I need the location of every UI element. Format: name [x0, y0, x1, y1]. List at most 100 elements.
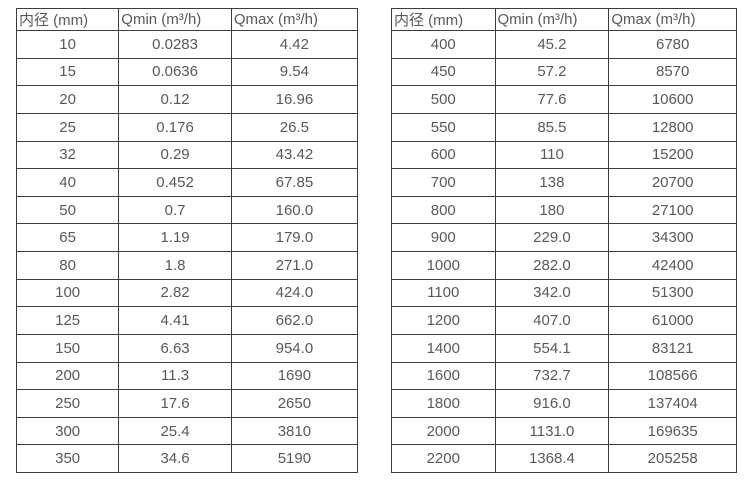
table-cell: 1400 — [391, 333, 496, 363]
table-cell: 6.63 — [118, 333, 232, 363]
header-row: 内径 (mm) Qmin (m³/h) Qmax (m³/h) — [391, 8, 737, 31]
table-cell: 110 — [494, 140, 610, 170]
table-body: 10 0.0283 4.42 15 0.0636 9.54 20 0.12 16.96 25 0.1… — [15, 30, 359, 473]
flow-table-large-diameters: 内径 (mm) Qmin (m³/h) Qmax (m³/h) 400 45.2 6… — [391, 8, 737, 473]
table-cell: 342.0 — [494, 278, 610, 308]
table-cell: 16.96 — [230, 85, 359, 114]
table-cell: 57.2 — [494, 57, 610, 87]
table-cell: 450 — [391, 57, 496, 87]
table-cell: 205258 — [608, 444, 737, 473]
table-cell: 15 — [15, 57, 120, 87]
table-cell: 916.0 — [494, 389, 610, 418]
header-inner-diameter: 内径 (mm) — [15, 8, 120, 31]
table-cell: 271.0 — [230, 251, 359, 280]
table-row: 350 34.6 5190 — [15, 444, 359, 473]
header-inner-diameter: 内径 (mm) — [391, 8, 496, 31]
table-cell: 45.2 — [494, 30, 610, 59]
table-cell: 32 — [15, 140, 120, 170]
table-cell: 150 — [15, 333, 120, 363]
header-qmin: Qmin (m³/h) — [494, 8, 610, 31]
table-cell: 1690 — [230, 361, 359, 391]
table-cell: 34.6 — [118, 444, 232, 473]
table-cell: 200 — [15, 361, 120, 391]
table-row: 20 0.12 16.96 — [15, 85, 359, 114]
table-row: 150 6.63 954.0 — [15, 333, 359, 363]
table-cell: 6780 — [608, 30, 737, 59]
table-cell: 51300 — [608, 278, 737, 308]
table-cell: 179.0 — [230, 223, 359, 252]
table-row: 32 0.29 43.42 — [15, 140, 359, 170]
table-cell: 1100 — [391, 278, 496, 308]
table-row: 1100 342.0 51300 — [391, 278, 737, 308]
table-row: 100 2.82 424.0 — [15, 278, 359, 308]
table-cell: 61000 — [608, 306, 737, 335]
table-cell: 50 — [15, 195, 120, 225]
table-cell: 169635 — [608, 416, 737, 446]
header-row: 内径 (mm) Qmin (m³/h) Qmax (m³/h) — [15, 8, 359, 31]
header-qmax: Qmax (m³/h) — [608, 8, 737, 31]
table-cell: 0.12 — [118, 85, 232, 114]
table-cell: 5190 — [230, 444, 359, 473]
table-cell: 732.7 — [494, 361, 610, 391]
table-cell: 954.0 — [230, 333, 359, 363]
table-row: 800 180 27100 — [391, 195, 737, 225]
table-cell: 0.29 — [118, 140, 232, 170]
table-cell: 3810 — [230, 416, 359, 446]
table-row: 50 0.7 160.0 — [15, 195, 359, 225]
table-cell: 250 — [15, 389, 120, 418]
table-row: 250 17.6 2650 — [15, 389, 359, 418]
table-row: 10 0.0283 4.42 — [15, 30, 359, 59]
table-cell: 34300 — [608, 223, 737, 252]
table-cell: 43.42 — [230, 140, 359, 170]
table-cell: 229.0 — [494, 223, 610, 252]
table-cell: 424.0 — [230, 278, 359, 308]
table-cell: 1.8 — [118, 251, 232, 280]
table-cell: 137404 — [608, 389, 737, 418]
table-row: 1400 554.1 83121 — [391, 333, 737, 363]
table-cell: 700 — [391, 168, 496, 197]
table-row: 2200 1368.4 205258 — [391, 444, 737, 473]
table-cell: 662.0 — [230, 306, 359, 335]
table-cell: 9.54 — [230, 57, 359, 87]
table-row: 25 0.176 26.5 — [15, 112, 359, 142]
table-cell: 108566 — [608, 361, 737, 391]
table-cell: 12800 — [608, 112, 737, 142]
header-qmax: Qmax (m³/h) — [230, 8, 359, 31]
table-cell: 800 — [391, 195, 496, 225]
table-cell: 554.1 — [494, 333, 610, 363]
table-cell: 180 — [494, 195, 610, 225]
table-cell: 2.82 — [118, 278, 232, 308]
table-cell: 80 — [15, 251, 120, 280]
table-row: 40 0.452 67.85 — [15, 168, 359, 197]
table-cell: 1000 — [391, 251, 496, 280]
table-cell: 27100 — [608, 195, 737, 225]
table-cell: 15200 — [608, 140, 737, 170]
table-row: 80 1.8 271.0 — [15, 251, 359, 280]
table-row: 65 1.19 179.0 — [15, 223, 359, 252]
table-row: 2000 1131.0 169635 — [391, 416, 737, 446]
table-cell: 1131.0 — [494, 416, 610, 446]
table-cell: 20 — [15, 85, 120, 114]
table-cell: 17.6 — [118, 389, 232, 418]
table-cell: 25 — [15, 112, 120, 142]
table-cell: 160.0 — [230, 195, 359, 225]
table-row: 550 85.5 12800 — [391, 112, 737, 142]
table-cell: 0.0283 — [118, 30, 232, 59]
table-cell: 407.0 — [494, 306, 610, 335]
table-cell: 282.0 — [494, 251, 610, 280]
table-cell: 67.85 — [230, 168, 359, 197]
table-cell: 900 — [391, 223, 496, 252]
table-row: 600 110 15200 — [391, 140, 737, 170]
table-cell: 85.5 — [494, 112, 610, 142]
table-cell: 0.176 — [118, 112, 232, 142]
table-cell: 8570 — [608, 57, 737, 87]
table-cell: 0.7 — [118, 195, 232, 225]
table-cell: 25.4 — [118, 416, 232, 446]
table-row: 125 4.41 662.0 — [15, 306, 359, 335]
header-qmin: Qmin (m³/h) — [118, 8, 232, 31]
table-cell: 1200 — [391, 306, 496, 335]
table-row: 15 0.0636 9.54 — [15, 57, 359, 87]
table-row: 1000 282.0 42400 — [391, 251, 737, 280]
table-cell: 10 — [15, 30, 120, 59]
